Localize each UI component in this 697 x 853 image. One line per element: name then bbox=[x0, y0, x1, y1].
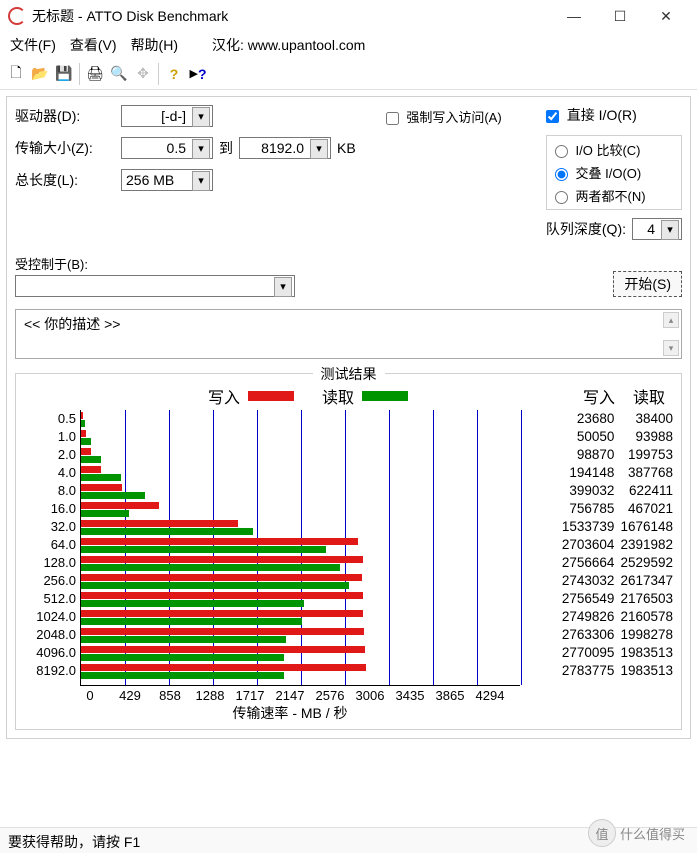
save-icon[interactable]: 💾 bbox=[52, 62, 76, 86]
titlebar: 无标题 - ATTO Disk Benchmark — ☐ ✕ bbox=[0, 0, 697, 32]
write-bar bbox=[81, 556, 363, 563]
write-bar bbox=[81, 520, 238, 527]
read-bar bbox=[81, 636, 286, 643]
read-bar bbox=[81, 654, 284, 661]
scroll-up-icon[interactable]: ▴ bbox=[663, 312, 679, 328]
read-bar bbox=[81, 564, 340, 571]
x-axis-ticks: 042985812881717214725763006343538654294 bbox=[70, 688, 510, 703]
transfer-unit: KB bbox=[337, 140, 356, 156]
total-length-label: 总长度(L): bbox=[15, 170, 115, 190]
move-icon[interactable]: ✥ bbox=[131, 62, 155, 86]
window-buttons: — ☐ ✕ bbox=[551, 2, 689, 30]
settings-panel: 驱动器(D): [-d-] 传输大小(Z): 0.5 到 8192.0 KB 总… bbox=[6, 96, 691, 739]
transfer-from-combo[interactable]: 0.5 bbox=[121, 137, 213, 159]
description-box[interactable]: << 你的描述 >> ▴ ▾ bbox=[15, 309, 682, 359]
toolbar: 🗋 📂 💾 🖨 🔍 ✥ ? ▶? bbox=[0, 58, 697, 90]
read-bar bbox=[81, 618, 302, 625]
write-bar bbox=[81, 466, 101, 473]
drive-combo[interactable]: [-d-] bbox=[121, 105, 213, 127]
results-title: 测试结果 bbox=[313, 364, 385, 384]
write-bar bbox=[81, 430, 86, 437]
close-button[interactable]: ✕ bbox=[643, 2, 689, 30]
open-icon[interactable]: 📂 bbox=[28, 62, 52, 86]
read-bar bbox=[81, 438, 91, 445]
write-bar bbox=[81, 610, 363, 617]
menubar: 文件(F) 查看(V) 帮助(H) 汉化: www.upantool.com bbox=[0, 32, 697, 58]
minimize-button[interactable]: — bbox=[551, 2, 597, 30]
total-length-combo[interactable]: 256 MB bbox=[121, 169, 213, 191]
start-button[interactable]: 开始(S) bbox=[613, 271, 682, 297]
separator bbox=[79, 63, 80, 85]
read-bar bbox=[81, 528, 253, 535]
controlled-by-label: 受控制于(B): bbox=[15, 254, 295, 273]
print-icon[interactable]: 🖨 bbox=[83, 62, 107, 86]
y-axis-labels: 0.51.02.04.08.016.032.064.0128.0256.0512… bbox=[22, 410, 80, 686]
write-bar bbox=[81, 502, 159, 509]
read-bar bbox=[81, 420, 85, 427]
write-bar bbox=[81, 664, 366, 671]
queue-depth-combo[interactable]: 4 bbox=[632, 218, 682, 240]
write-bar bbox=[81, 646, 365, 653]
transfer-size-label: 传输大小(Z): bbox=[15, 138, 115, 158]
to-label: 到 bbox=[219, 138, 233, 158]
write-bar bbox=[81, 592, 363, 599]
menu-localized-by: 汉化: www.upantool.com bbox=[212, 35, 365, 55]
watermark: 值 什么值得买 bbox=[588, 819, 685, 847]
col-header-read: 读取 bbox=[633, 384, 665, 408]
window-title: 无标题 - ATTO Disk Benchmark bbox=[32, 6, 551, 26]
read-bar bbox=[81, 600, 304, 607]
overlap-io-radio[interactable]: 交叠 I/O(O) bbox=[555, 166, 641, 181]
watermark-icon: 值 bbox=[588, 819, 616, 847]
transfer-to-combo[interactable]: 8192.0 bbox=[239, 137, 331, 159]
write-bar bbox=[81, 484, 122, 491]
write-bar bbox=[81, 628, 364, 635]
content: 驱动器(D): [-d-] 传输大小(Z): 0.5 到 8192.0 KB 总… bbox=[0, 90, 697, 745]
direct-io-checkbox[interactable]: 直接 I/O(R) bbox=[546, 105, 637, 125]
scroll-down-icon[interactable]: ▾ bbox=[663, 340, 679, 356]
queue-depth-label: 队列深度(Q): bbox=[546, 219, 626, 239]
read-bar bbox=[81, 510, 129, 517]
write-swatch bbox=[248, 391, 294, 401]
context-help-icon[interactable]: ▶? bbox=[186, 62, 210, 86]
menu-help[interactable]: 帮助(H) bbox=[131, 35, 178, 55]
maximize-button[interactable]: ☐ bbox=[597, 2, 643, 30]
read-bar bbox=[81, 672, 284, 679]
write-bar bbox=[81, 574, 362, 581]
x-axis-title: 传输速率 - MB / 秒 bbox=[70, 703, 510, 723]
read-values-column: 3840093988199753387768622411467021167614… bbox=[620, 410, 673, 686]
chart-legend: 写入 读取 bbox=[208, 384, 408, 408]
write-values-column: 2368050050988701941483990327567851533739… bbox=[562, 410, 615, 686]
neither-radio[interactable]: 两者都不(N) bbox=[555, 189, 646, 204]
read-bar bbox=[81, 492, 145, 499]
new-icon[interactable]: 🗋 bbox=[4, 62, 28, 86]
write-bar bbox=[81, 448, 91, 455]
read-swatch bbox=[362, 391, 408, 401]
menu-view[interactable]: 查看(V) bbox=[70, 35, 117, 55]
preview-icon[interactable]: 🔍 bbox=[107, 62, 131, 86]
drive-label: 驱动器(D): bbox=[15, 106, 115, 126]
chart-plot bbox=[80, 410, 520, 686]
controlled-by-combo[interactable] bbox=[15, 275, 295, 297]
io-compare-radio[interactable]: I/O 比较(C) bbox=[555, 143, 641, 158]
read-bar bbox=[81, 582, 349, 589]
results-group: 测试结果 写入 读取 写入 读取 0.51.02.04.08.016.032.0… bbox=[15, 373, 682, 730]
app-icon bbox=[8, 7, 26, 25]
read-bar bbox=[81, 546, 326, 553]
force-write-checkbox[interactable]: 强制写入访问(A) bbox=[386, 110, 502, 125]
col-header-write: 写入 bbox=[583, 384, 615, 408]
read-bar bbox=[81, 456, 101, 463]
write-bar bbox=[81, 412, 83, 419]
menu-file[interactable]: 文件(F) bbox=[10, 35, 56, 55]
read-bar bbox=[81, 474, 121, 481]
help-icon[interactable]: ? bbox=[162, 62, 186, 86]
write-bar bbox=[81, 538, 358, 545]
separator bbox=[158, 63, 159, 85]
